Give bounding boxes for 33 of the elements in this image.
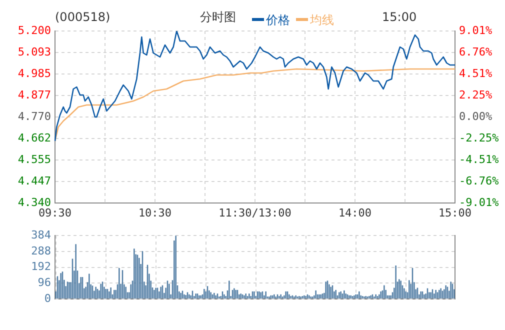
y-tick-label: 192 [31,260,51,274]
y2-tick-label: 6.76% [459,45,492,58]
y-tick-label: 0 [44,292,51,305]
y-tick-label: 4.555 [18,152,51,166]
chart-subtitle: 分时图 [200,10,236,24]
y2-tick-label: 2.25% [459,88,492,102]
x-tick-label: 11:30/13:00 [218,206,292,220]
legend-label: 价格 [266,12,290,26]
y-tick-label: 5.093 [18,45,51,58]
x-tick-label: 10:30 [138,206,172,220]
y-tick-label: 4.770 [18,110,51,123]
y-tick-label: 96 [38,276,51,290]
y2-tick-label: -9.01% [459,196,500,209]
y-tick-label: 4.877 [18,88,51,102]
x-tick-label: 14:00 [338,206,372,220]
y2-tick-label: 9.01% [459,24,492,37]
y2-tick-label: -2.25% [459,131,500,144]
y2-tick-label: -4.51% [459,152,500,166]
x-tick-label: 15:00 [438,206,472,220]
text: 15:00 [382,10,417,24]
y-tick-label: 5.200 [18,24,51,37]
y-tick-label: 4.662 [18,131,51,144]
chart-title: (000518) [55,10,110,24]
y2-tick-label: 0.00% [459,110,492,123]
y2-tick-label: -6.76% [459,174,500,188]
x-tick-label: 09:30 [38,206,72,220]
legend-label: 均线 [310,12,334,26]
y-tick-label: 4.985 [18,66,51,80]
y-tick-label: 4.447 [18,174,51,188]
y-tick-label: 384 [31,228,52,242]
y-tick-label: 4.340 [18,196,51,209]
y2-tick-label: 4.51% [459,66,492,80]
y-tick-label: 288 [31,244,51,258]
